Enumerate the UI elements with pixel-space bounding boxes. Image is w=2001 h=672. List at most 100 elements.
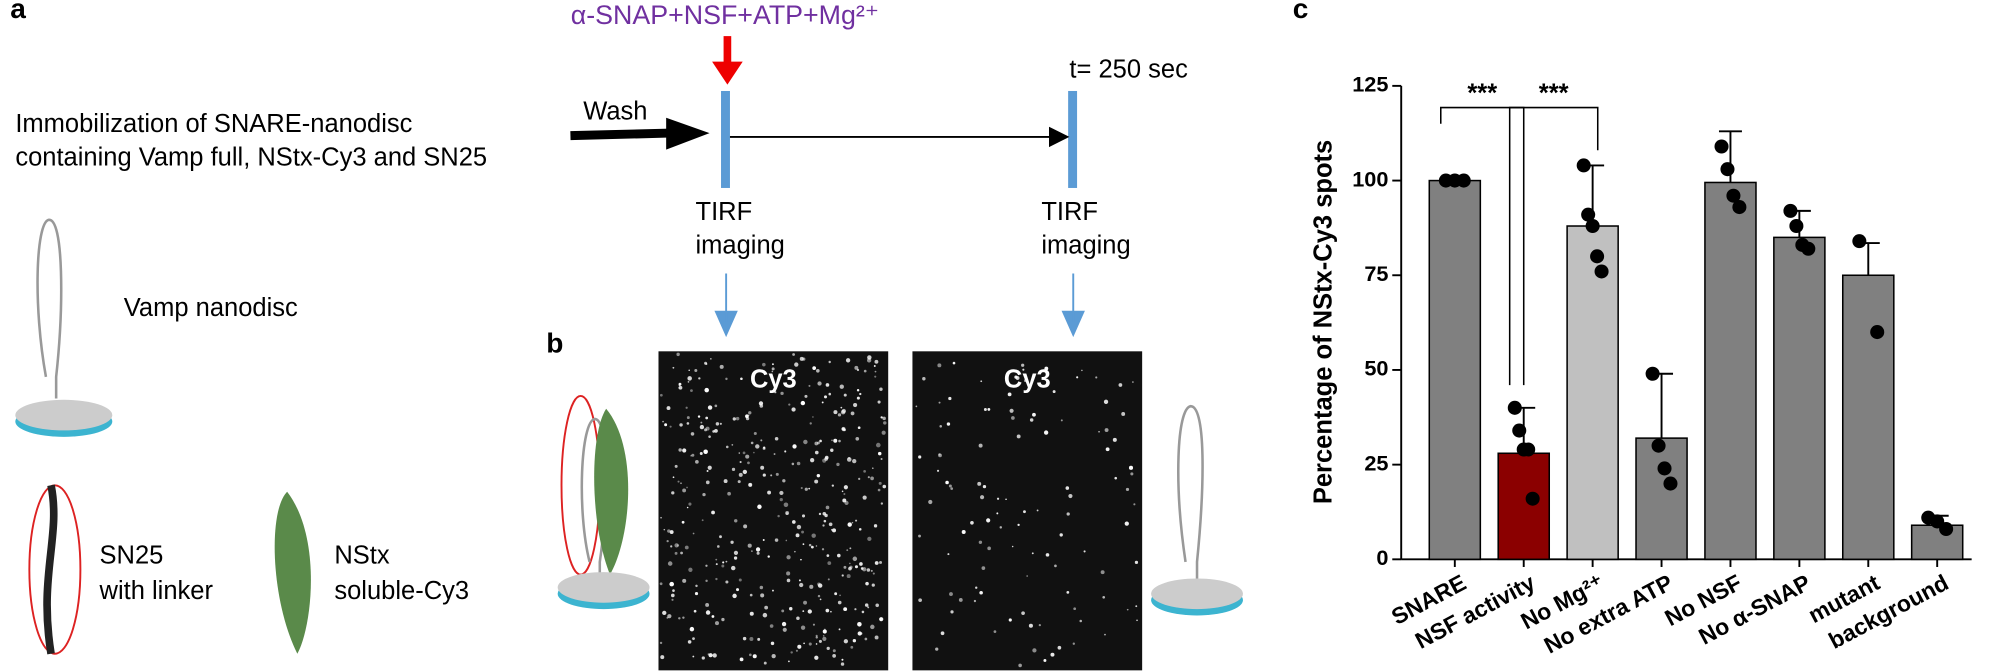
speckle (815, 545, 818, 547)
nstx-icon (274, 491, 311, 654)
speckle (824, 395, 828, 399)
speckle (948, 396, 952, 401)
vamp-icon (1151, 404, 1243, 616)
speckle (750, 441, 754, 445)
speckle (807, 609, 812, 614)
speckle (822, 635, 825, 637)
speckle (715, 563, 718, 566)
speckle (752, 654, 757, 659)
speckle (1044, 366, 1049, 371)
speckle (682, 578, 687, 583)
speckle (795, 649, 798, 652)
speckle (831, 484, 834, 487)
data-point (1456, 173, 1471, 188)
speckle (808, 543, 812, 547)
speckle (678, 448, 682, 452)
speckle (763, 661, 767, 665)
speckle (948, 484, 952, 488)
speckle (681, 520, 685, 524)
speckle (865, 581, 869, 586)
speckle (767, 490, 772, 495)
speckle (832, 528, 837, 533)
data-point (1585, 218, 1600, 234)
speckle (800, 400, 806, 406)
timepoint (721, 90, 730, 188)
speckle (738, 472, 743, 477)
speckle (695, 584, 698, 588)
speckle (731, 467, 736, 472)
image-label: Cy3 (750, 365, 797, 393)
speckle (882, 484, 887, 489)
speckle (705, 603, 710, 607)
data-point (1590, 249, 1605, 264)
speckle (986, 518, 991, 523)
speckle (877, 451, 882, 456)
speckle (725, 580, 729, 584)
speckle (843, 493, 846, 496)
speckle (1098, 431, 1100, 433)
speckle (809, 584, 814, 589)
nstx-label: soluble-Cy3 (334, 577, 469, 605)
speckle (1083, 550, 1086, 553)
speckle (1135, 605, 1138, 608)
speckle (786, 555, 791, 560)
speckle (1007, 392, 1012, 397)
data-point (1521, 442, 1536, 457)
vamp-icon (15, 218, 113, 437)
speckle (674, 543, 679, 548)
speckle (663, 528, 666, 531)
speckle (840, 406, 843, 409)
speckle (659, 582, 663, 586)
speckle (852, 556, 858, 562)
speckle (802, 610, 805, 613)
speckle (880, 502, 884, 505)
speckle (1021, 611, 1025, 615)
speckle (755, 444, 760, 449)
speckle (1132, 381, 1134, 383)
speckle (1130, 472, 1134, 476)
vamp-label: Vamp nanodisc (124, 294, 298, 322)
speckle (1023, 379, 1027, 383)
speckle (861, 610, 865, 614)
speckle (779, 490, 784, 496)
speckle (749, 611, 754, 616)
speckle (749, 636, 754, 641)
speckle (939, 425, 943, 428)
speckle (688, 502, 692, 506)
speckle (796, 461, 801, 466)
speckle (711, 615, 715, 618)
speckle (883, 421, 887, 425)
speckle (1011, 416, 1015, 420)
speckle (660, 655, 665, 660)
speckle (747, 543, 752, 548)
speckle (1081, 369, 1083, 372)
speckle (682, 448, 687, 453)
speckle (662, 420, 664, 423)
speckle (938, 453, 942, 458)
speckle (832, 654, 836, 658)
speckle (763, 384, 765, 387)
speckle (771, 370, 774, 373)
speckle (771, 367, 775, 371)
speckle (732, 417, 736, 421)
significance: *** (1539, 80, 1569, 108)
speckle (1038, 623, 1041, 627)
data-point (1783, 203, 1798, 218)
speckle (848, 566, 852, 571)
bar (1428, 179, 1482, 561)
speckle (789, 607, 793, 611)
speckle (788, 403, 791, 406)
speckle (864, 637, 868, 641)
speckle (808, 384, 811, 387)
speckle (699, 452, 703, 456)
speckle (669, 530, 674, 535)
speckle (1104, 633, 1106, 636)
data-point (1512, 423, 1527, 438)
arrow (714, 273, 1085, 338)
speckle (977, 481, 982, 486)
speckle (687, 381, 690, 383)
speckle (680, 551, 683, 555)
speckle (874, 561, 879, 565)
speckle (1026, 575, 1028, 577)
significance: *** (1467, 80, 1497, 108)
